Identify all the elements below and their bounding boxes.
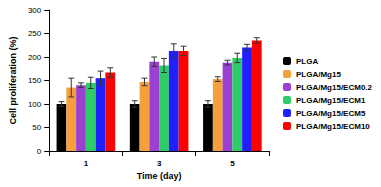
- svg-text:5: 5: [230, 159, 235, 168]
- svg-text:PLGA/Mg15/ECM1: PLGA/Mg15/ECM1: [296, 96, 366, 105]
- svg-text:250: 250: [28, 29, 42, 38]
- svg-text:Time (day): Time (day): [137, 171, 182, 181]
- svg-text:3: 3: [157, 159, 162, 168]
- svg-text:0: 0: [37, 147, 42, 156]
- svg-text:PLGA/Mg15/ECM10: PLGA/Mg15/ECM10: [296, 122, 370, 131]
- svg-text:PLGA/Mg15/ECM0.2: PLGA/Mg15/ECM0.2: [296, 83, 373, 92]
- svg-text:PLGA/Mg15/ECM5: PLGA/Mg15/ECM5: [296, 109, 366, 118]
- svg-text:PLGA: PLGA: [296, 57, 318, 66]
- svg-text:100: 100: [28, 100, 42, 109]
- svg-text:200: 200: [28, 53, 42, 62]
- svg-text:300: 300: [28, 6, 42, 15]
- svg-text:150: 150: [28, 76, 42, 85]
- svg-text:PLGA/Mg15: PLGA/Mg15: [296, 70, 341, 79]
- svg-text:50: 50: [32, 123, 41, 132]
- svg-text:1: 1: [84, 159, 89, 168]
- svg-text:Cell proliferation (%): Cell proliferation (%): [8, 36, 18, 124]
